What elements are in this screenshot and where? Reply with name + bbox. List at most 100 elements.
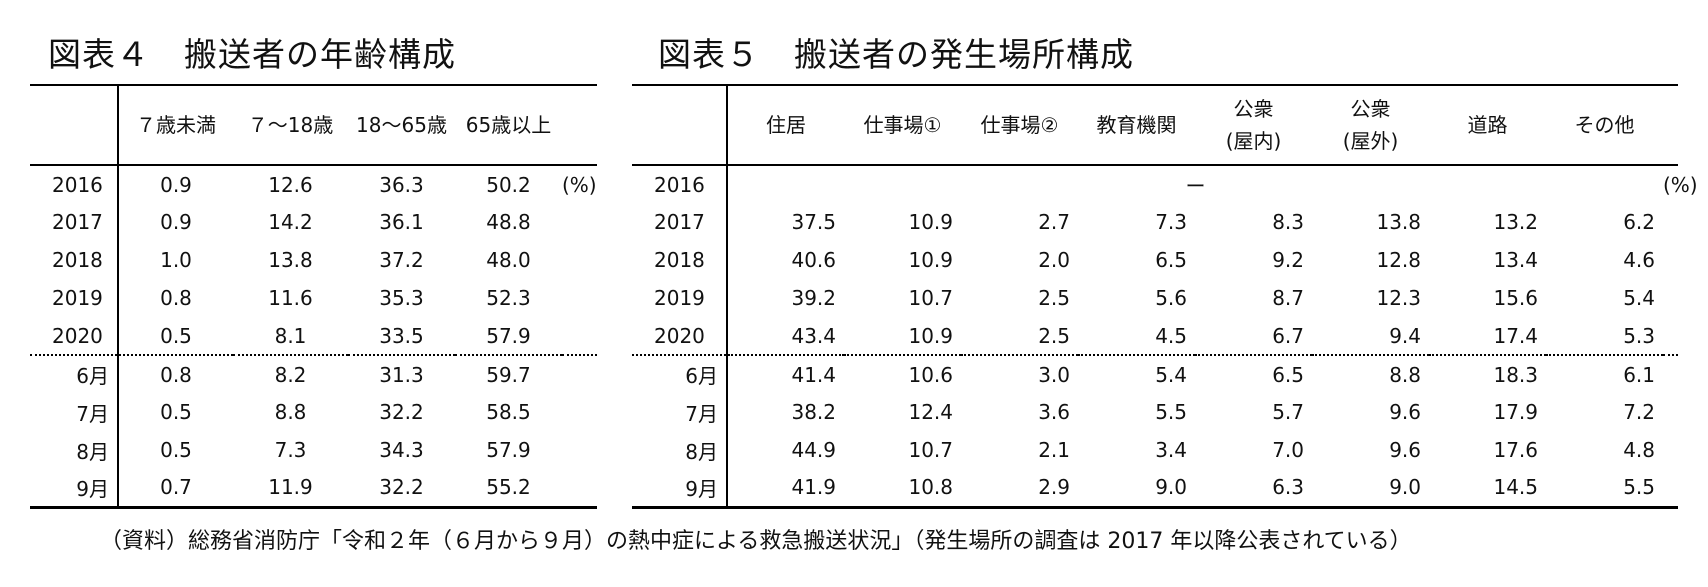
table-cell: 10.7 xyxy=(908,438,953,462)
table-cell: 6.5 xyxy=(1155,248,1187,272)
table-cell: 36.3 xyxy=(379,172,424,197)
table-row: 6月 0.8 8.2 31.3 59.7 xyxy=(30,355,597,393)
table-row: 7月 38.2 12.4 3.6 5.5 5.7 9.6 17.9 7.2 xyxy=(632,393,1678,431)
row-label-header xyxy=(632,85,728,165)
table-cell: 2.7 xyxy=(1038,210,1070,234)
table-cell: 9.6 xyxy=(1389,400,1421,424)
table-cell: 33.5 xyxy=(379,323,424,348)
table-cell: 0.7 xyxy=(160,475,192,500)
table-cell: 32.2 xyxy=(379,475,424,500)
column-header: 仕事場② xyxy=(980,113,1059,137)
table-cell: 10.9 xyxy=(908,210,953,234)
table-cell: 6.1 xyxy=(1623,362,1655,387)
table-cell: 11.6 xyxy=(268,286,313,310)
table-cell: 57.9 xyxy=(486,323,531,348)
row-label: 2016 xyxy=(30,165,119,203)
table-cell: 12.6 xyxy=(268,172,313,197)
table-row: 2017 0.9 14.2 36.1 48.8 xyxy=(30,203,597,241)
table-cell: 10.9 xyxy=(908,323,953,348)
table-row: 2017 37.5 10.9 2.7 7.3 8.3 13.8 13.2 6.2 xyxy=(632,203,1678,241)
table-row: 9月 0.7 11.9 32.2 55.2 xyxy=(30,469,597,507)
column-header: 住居 xyxy=(766,113,806,137)
table-cell: 35.3 xyxy=(379,286,424,310)
table-row: 2019 0.8 11.6 35.3 52.3 xyxy=(30,279,597,317)
table-cell: 36.1 xyxy=(379,210,424,234)
table-cell: 8.8 xyxy=(274,400,307,424)
table-cell: 9.0 xyxy=(1389,475,1421,500)
table-row: 2020 0.5 8.1 33.5 57.9 xyxy=(30,317,597,355)
table-cell: 13.8 xyxy=(1376,210,1421,234)
column-header: 道路 xyxy=(1467,113,1508,137)
table-cell: 6.7 xyxy=(1272,323,1304,348)
table-cell: 8.7 xyxy=(1272,286,1304,310)
table-cell: 5.4 xyxy=(1155,362,1187,387)
column-header: ７～18歳 xyxy=(247,113,334,137)
table-cell: 44.9 xyxy=(791,438,836,462)
column-header: ７歳未満 xyxy=(136,113,216,137)
column-header: 教育機関 xyxy=(1096,113,1177,137)
table-cell: 2.5 xyxy=(1038,286,1070,310)
table-cell: 10.7 xyxy=(908,286,953,310)
table-row: 6月 41.4 10.6 3.0 5.4 6.5 8.8 18.3 6.1 xyxy=(632,355,1678,393)
table-cell: 1.0 xyxy=(160,248,192,272)
row-label: 2019 xyxy=(632,279,728,317)
table-cell: 10.6 xyxy=(908,362,953,387)
table-cell: 8.8 xyxy=(1389,362,1421,387)
table-cell: 0.8 xyxy=(160,286,192,310)
table-cell: 3.6 xyxy=(1038,400,1070,424)
table-cell: 0.5 xyxy=(160,438,192,462)
table-cell: 7.3 xyxy=(1155,210,1187,234)
table-cell: 37.5 xyxy=(791,210,836,234)
row-label: 6月 xyxy=(632,355,728,393)
table-cell: 2.5 xyxy=(1038,323,1070,348)
column-header: 65歳以上 xyxy=(465,113,552,137)
table-row: 2018 1.0 13.8 37.2 48.0 xyxy=(30,241,597,279)
row-label: 8月 xyxy=(30,431,119,469)
row-label: 8月 xyxy=(632,431,728,469)
unit-label: (%) xyxy=(1663,172,1698,197)
table-cell: 13.2 xyxy=(1493,210,1538,234)
table-cell: 48.0 xyxy=(486,248,531,272)
table-cell: 13.8 xyxy=(268,248,313,272)
table-cell: 8.3 xyxy=(1272,210,1304,234)
table-cell: 0.8 xyxy=(160,362,192,387)
table-cell: 32.2 xyxy=(379,400,424,424)
table-cell: 12.3 xyxy=(1376,286,1421,310)
table-cell: 8.1 xyxy=(274,323,307,348)
table-row: 9月 41.9 10.8 2.9 9.0 6.3 9.0 14.5 5.5 xyxy=(632,469,1678,507)
row-label: 2017 xyxy=(30,203,119,241)
column-header: 仕事場① xyxy=(863,113,942,137)
row-label-header xyxy=(30,85,119,165)
table-cell: 50.2 xyxy=(486,172,531,197)
table-cell: 0.5 xyxy=(160,400,192,424)
table-cell: 38.2 xyxy=(791,400,836,424)
table-cell: 0.9 xyxy=(160,210,192,234)
table-cell: 5.6 xyxy=(1155,286,1187,310)
table-cell: 5.5 xyxy=(1623,475,1655,500)
row-label: 2020 xyxy=(30,317,119,355)
table-cell: 5.7 xyxy=(1272,400,1304,424)
row-label: 6月 xyxy=(30,355,119,393)
table-cell: 15.6 xyxy=(1493,286,1538,310)
row-label: 9月 xyxy=(632,469,728,507)
table-row: 8月 0.5 7.3 34.3 57.9 xyxy=(30,431,597,469)
table-cell: 7.2 xyxy=(1623,400,1655,424)
table-cell: 57.9 xyxy=(486,438,531,462)
row-label: 2016 xyxy=(632,165,728,203)
table-cell: 39.2 xyxy=(791,286,836,310)
table-cell: 43.4 xyxy=(791,323,836,348)
table-cell: 4.6 xyxy=(1623,248,1655,272)
table-cell: 6.2 xyxy=(1623,210,1655,234)
row-label: 2018 xyxy=(30,241,119,279)
table-cell: 6.3 xyxy=(1272,475,1304,500)
table-cell: 55.2 xyxy=(486,475,531,500)
table-cell: 2.1 xyxy=(1038,438,1070,462)
table-cell: 10.9 xyxy=(908,248,953,272)
table4-title: 図表４ 搬送者の年齢構成 xyxy=(48,35,456,74)
table-cell: 41.9 xyxy=(791,475,836,500)
table-cell: 59.7 xyxy=(486,362,531,387)
table-cell: 12.4 xyxy=(908,400,953,424)
table-cell: 5.4 xyxy=(1623,286,1655,310)
table5-title: 図表５ 搬送者の発生場所構成 xyxy=(658,35,1134,74)
row-label: 7月 xyxy=(30,393,119,431)
